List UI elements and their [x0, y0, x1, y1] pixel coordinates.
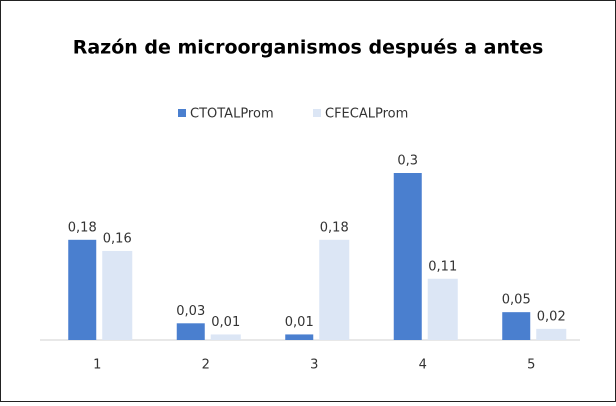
x-tick-label: 2 — [202, 358, 210, 373]
bar — [319, 239, 350, 340]
x-tick-label: 1 — [93, 358, 101, 373]
bar — [102, 250, 133, 340]
value-label: 0,3 — [397, 154, 418, 169]
bar — [502, 312, 531, 340]
x-tick-label: 4 — [419, 358, 427, 373]
legend-label: CFECALProm — [325, 107, 408, 122]
value-label: 0,02 — [537, 309, 566, 324]
value-label: 0,01 — [211, 315, 240, 330]
bar — [68, 239, 97, 340]
x-tick-label: 3 — [310, 358, 318, 373]
value-label: 0,11 — [428, 259, 457, 274]
bar — [285, 334, 314, 340]
value-label: 0,03 — [176, 304, 205, 319]
bar — [393, 173, 422, 340]
value-label: 0,01 — [285, 315, 314, 330]
legend-label: CTOTALProm — [190, 107, 274, 122]
chart-title: Razón de microorganismos después a antes — [73, 37, 544, 59]
x-tick-label: 5 — [527, 358, 535, 373]
value-label: 0,18 — [68, 220, 97, 235]
bar — [210, 334, 241, 340]
bar — [536, 328, 567, 340]
legend-swatch — [178, 109, 186, 117]
value-label: 0,16 — [103, 231, 132, 246]
bar — [176, 323, 205, 340]
bar — [427, 278, 458, 340]
value-label: 0,05 — [502, 293, 531, 308]
legend-swatch — [313, 109, 321, 117]
value-label: 0,18 — [320, 220, 349, 235]
